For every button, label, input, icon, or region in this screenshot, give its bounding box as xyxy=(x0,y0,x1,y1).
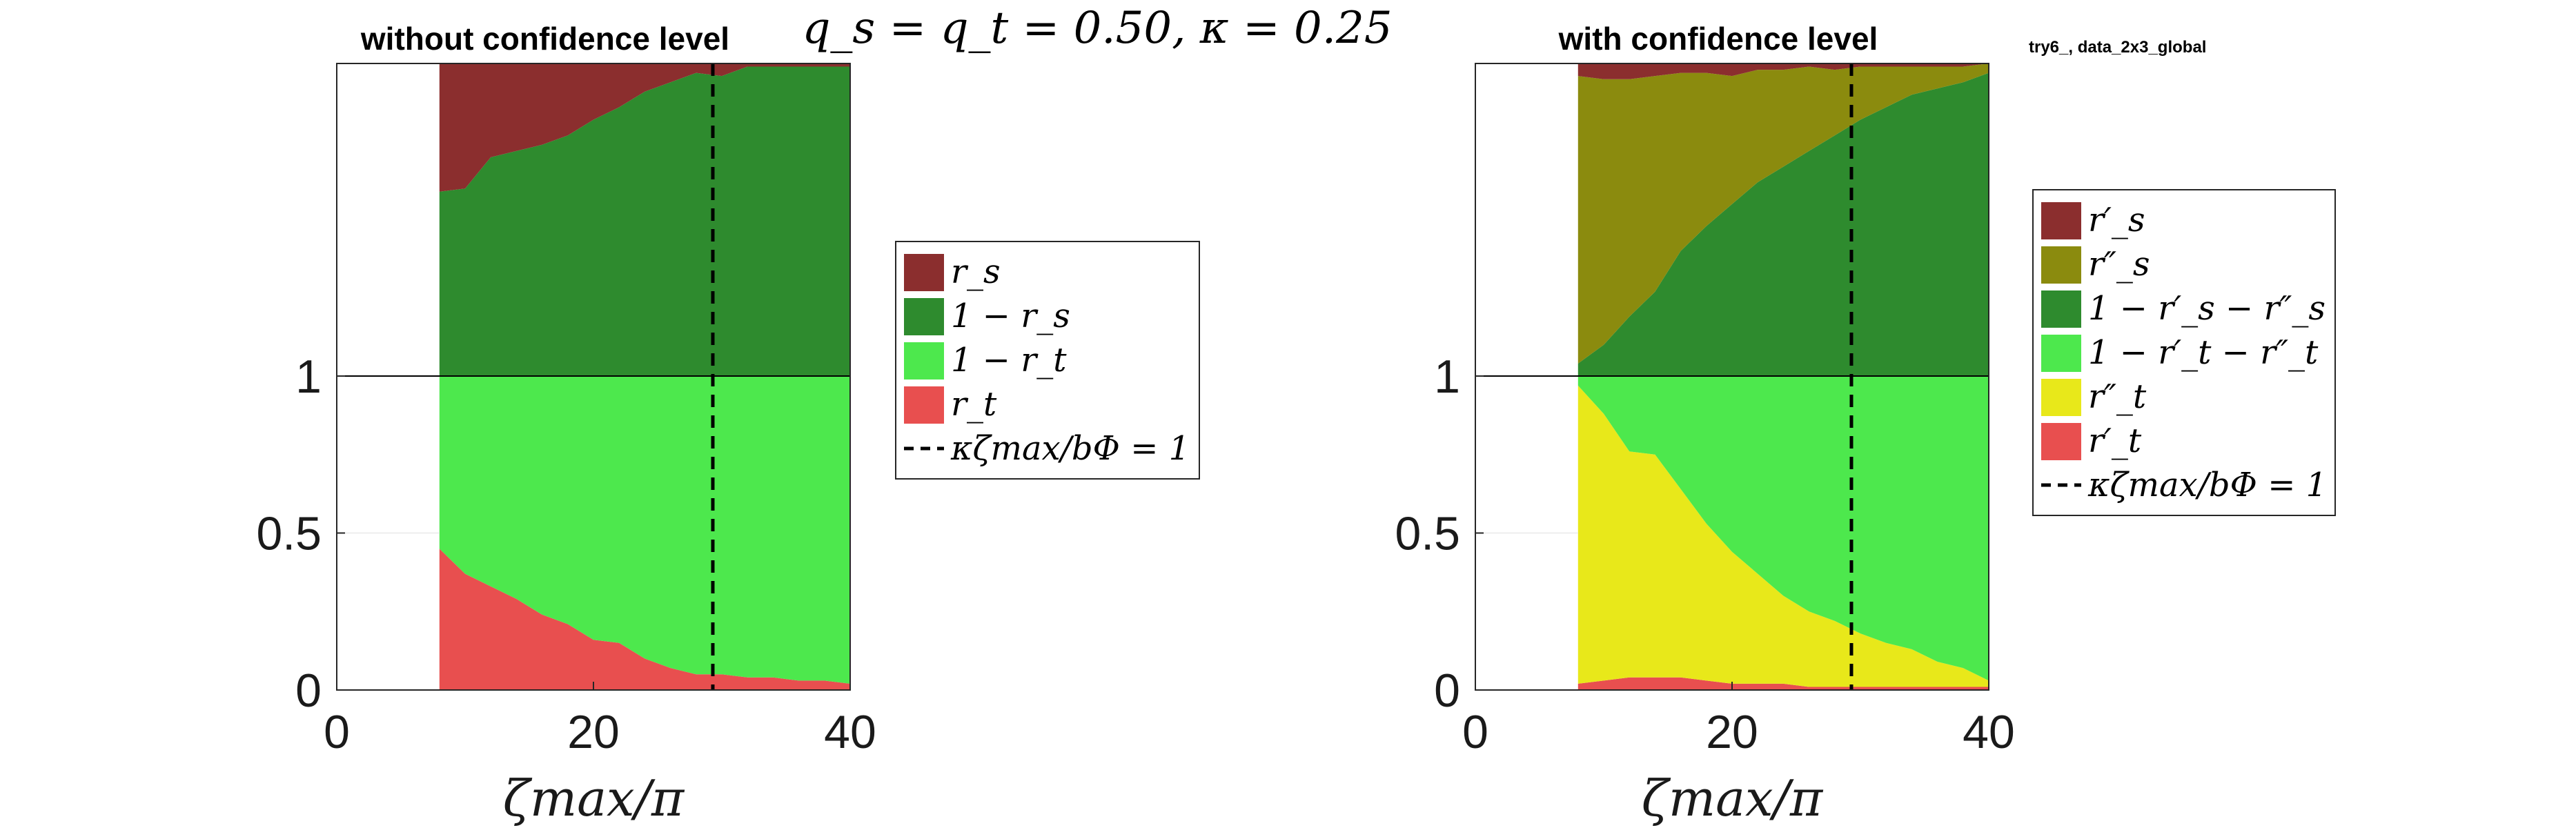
x-tick-label: 40 xyxy=(1963,706,2015,758)
legend-label: r″_s xyxy=(2088,245,2150,284)
legend-swatch xyxy=(904,254,944,291)
legend-box xyxy=(2032,189,2336,516)
legend-swatch xyxy=(904,342,944,379)
legend-swatch xyxy=(2041,423,2081,460)
legend: r_s 1 − r_s 1 − r_t r_t κζmax/bΦ = 1 xyxy=(895,241,1200,480)
y-tick-label: 0.5 xyxy=(256,508,322,560)
panel-title: with confidence level xyxy=(1558,21,1878,57)
legend-label: κζmax/bΦ = 1 xyxy=(2087,466,2327,504)
legend-swatch xyxy=(2041,246,2081,284)
y-tick-label: 0 xyxy=(295,664,322,717)
legend-label: 1 − r_s xyxy=(951,297,1070,335)
x-tick-label: 20 xyxy=(1706,706,1758,758)
legend-label: κζmax/bΦ = 1 xyxy=(950,429,1190,468)
legend-swatch xyxy=(904,298,944,335)
y-tick-label: 1 xyxy=(295,351,322,403)
upper-series-area-2 xyxy=(1577,63,1989,79)
upper-series-area-1 xyxy=(439,63,850,192)
x-tick-label: 20 xyxy=(567,706,620,758)
legend-label: r′_t xyxy=(2088,422,2142,460)
legend-label: 1 − r′_s − r″_s xyxy=(2088,289,2326,328)
legend: r′_s r″_s 1 − r′_s − r″_s 1 − r′_t − r″_t r″… xyxy=(2032,189,2336,516)
y-tick-label: 0.5 xyxy=(1395,508,1460,560)
panel-title: without confidence level xyxy=(360,21,729,57)
lower-series-area-0 xyxy=(439,549,850,690)
x-tick-label: 40 xyxy=(824,706,876,758)
legend-label: r_s xyxy=(951,253,1001,291)
y-tick-label: 1 xyxy=(1434,351,1460,403)
upper-series-area-0 xyxy=(1577,72,1989,376)
lower-series-area-2 xyxy=(1577,376,1989,681)
legend-swatch xyxy=(2041,202,2081,239)
chart-without-confidence: 0 20 40 0 0.5 1 without confidence level ζmax/π… xyxy=(256,21,1200,827)
figure-suptitle: q_s = q_t = 0.50, κ = 0.25 xyxy=(802,3,1392,54)
figure-tag: try6_, data_2x3_global xyxy=(2029,38,2206,57)
legend-swatch xyxy=(904,386,944,424)
legend-swatch xyxy=(2041,290,2081,328)
legend-swatch xyxy=(2041,379,2081,416)
upper-series-area-0 xyxy=(439,66,850,376)
legend-swatch xyxy=(2041,335,2081,372)
x-axis-title: ζmax/π xyxy=(1642,769,1824,827)
chart-with-confidence: 0 20 40 0 0.5 1 with confidence level ζmax/π r′_… xyxy=(1395,21,2336,827)
legend-label: 1 − r′_t − r″_t xyxy=(2088,333,2319,372)
x-tick-label: 0 xyxy=(1462,706,1488,758)
legend-label: 1 − r_t xyxy=(951,341,1067,379)
y-tick-label: 0 xyxy=(1434,664,1460,717)
legend-label: r″_t xyxy=(2088,377,2147,416)
lower-series-area-1 xyxy=(439,376,850,684)
x-axis-title: ζmax/π xyxy=(503,769,685,827)
legend-label: r′_s xyxy=(2088,201,2145,239)
x-tick-label: 0 xyxy=(324,706,350,758)
legend-label: r_t xyxy=(951,385,997,424)
lower-series-area-1 xyxy=(1577,385,1989,687)
upper-series-area-1 xyxy=(1577,63,1989,364)
legend-box xyxy=(895,241,1200,480)
